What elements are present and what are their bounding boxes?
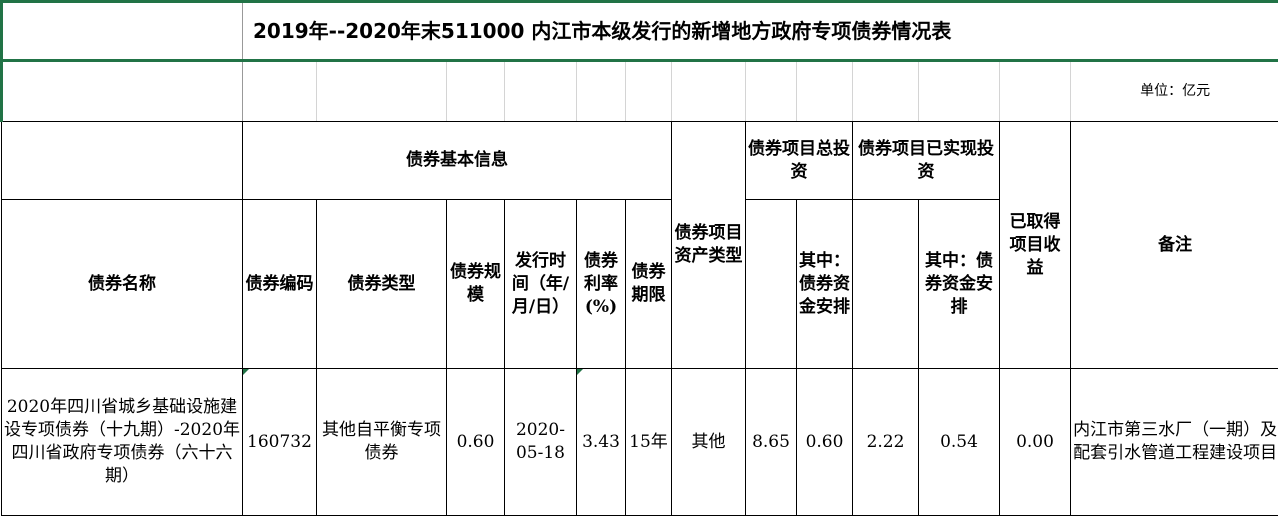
cell-bond-scale[interactable]: 0.60 [447, 369, 505, 516]
header-realized-of-which[interactable]: 其中：债券资金安排 [919, 200, 1000, 369]
cell[interactable] [746, 61, 797, 122]
cell-asset-type[interactable]: 其他 [672, 369, 746, 516]
header-issue-date[interactable]: 发行时间（年/月/日） [505, 200, 577, 369]
cell-term[interactable]: 15年 [626, 369, 672, 516]
header-bond-scale[interactable]: 债券规模 [447, 200, 505, 369]
header-bond-code[interactable]: 债券编码 [243, 200, 317, 369]
header-basic-info[interactable]: 债券基本信息 [243, 122, 672, 200]
cell-bond-name[interactable]: 2020年四川省城乡基础设施建设专项债券（十九期）-2020年四川省政府专项债券… [2, 369, 243, 516]
cell-issue-date[interactable]: 2020-05-18 [505, 369, 577, 516]
cell[interactable] [505, 61, 577, 122]
header-bond-type[interactable]: 债券类型 [317, 200, 447, 369]
table-row: 2020年四川省城乡基础设施建设专项债券（十九期）-2020年四川省政府专项债券… [2, 369, 1278, 516]
header-term[interactable]: 债券期限 [626, 200, 672, 369]
cell-remarks[interactable]: 内江市第三水厂（一期）及配套引水管道工程建设项目 [1071, 369, 1278, 516]
cell-a1[interactable] [2, 2, 243, 61]
header-realized-investment[interactable]: 债券项目已实现投资 [853, 122, 1000, 200]
header-asset-type[interactable]: 债券项目资产类型 [672, 122, 746, 369]
cell-realized-of-which[interactable]: 0.54 [919, 369, 1000, 516]
cell[interactable] [853, 61, 919, 122]
header-remarks[interactable]: 备注 [1071, 122, 1278, 369]
cell[interactable] [746, 200, 797, 369]
cell-realized-investment[interactable]: 2.22 [853, 369, 919, 516]
unit-label[interactable]: 单位：亿元 [1071, 61, 1278, 122]
unit-row: 单位：亿元 [2, 61, 1278, 122]
table-title[interactable]: 2019年--2020年末511000 内江市本级发行的新增地方政府专项债券情况… [243, 2, 1278, 61]
cell[interactable] [797, 61, 853, 122]
cell[interactable] [853, 200, 919, 369]
cell[interactable] [672, 61, 746, 122]
header-income[interactable]: 已取得项目收益 [1000, 122, 1071, 369]
cell-bond-type[interactable]: 其他自平衡专项债券 [317, 369, 447, 516]
header-bond-name[interactable]: 债券名称 [2, 200, 243, 369]
header-rate[interactable]: 债券利率(%) [577, 200, 626, 369]
cell[interactable] [1000, 61, 1071, 122]
header-total-of-which[interactable]: 其中：债券资金安排 [797, 200, 853, 369]
cell[interactable] [243, 61, 317, 122]
cell[interactable] [626, 61, 672, 122]
cell[interactable] [317, 61, 447, 122]
cell-bond-code[interactable]: 160732 [243, 369, 317, 516]
cell[interactable] [2, 61, 243, 122]
header-row-1: 债券基本信息 债券项目资产类型 债券项目总投资 债券项目已实现投资 已取得项目收… [2, 122, 1278, 200]
cell-rate[interactable]: 3.43 [577, 369, 626, 516]
header-total-investment[interactable]: 债券项目总投资 [746, 122, 853, 200]
cell[interactable] [577, 61, 626, 122]
title-row: 2019年--2020年末511000 内江市本级发行的新增地方政府专项债券情况… [2, 2, 1278, 61]
cell[interactable] [2, 122, 243, 200]
cell-income[interactable]: 0.00 [1000, 369, 1071, 516]
cell[interactable] [919, 61, 1000, 122]
cell-total-of-which[interactable]: 0.60 [797, 369, 853, 516]
cell[interactable] [447, 61, 505, 122]
cell-total-investment[interactable]: 8.65 [746, 369, 797, 516]
